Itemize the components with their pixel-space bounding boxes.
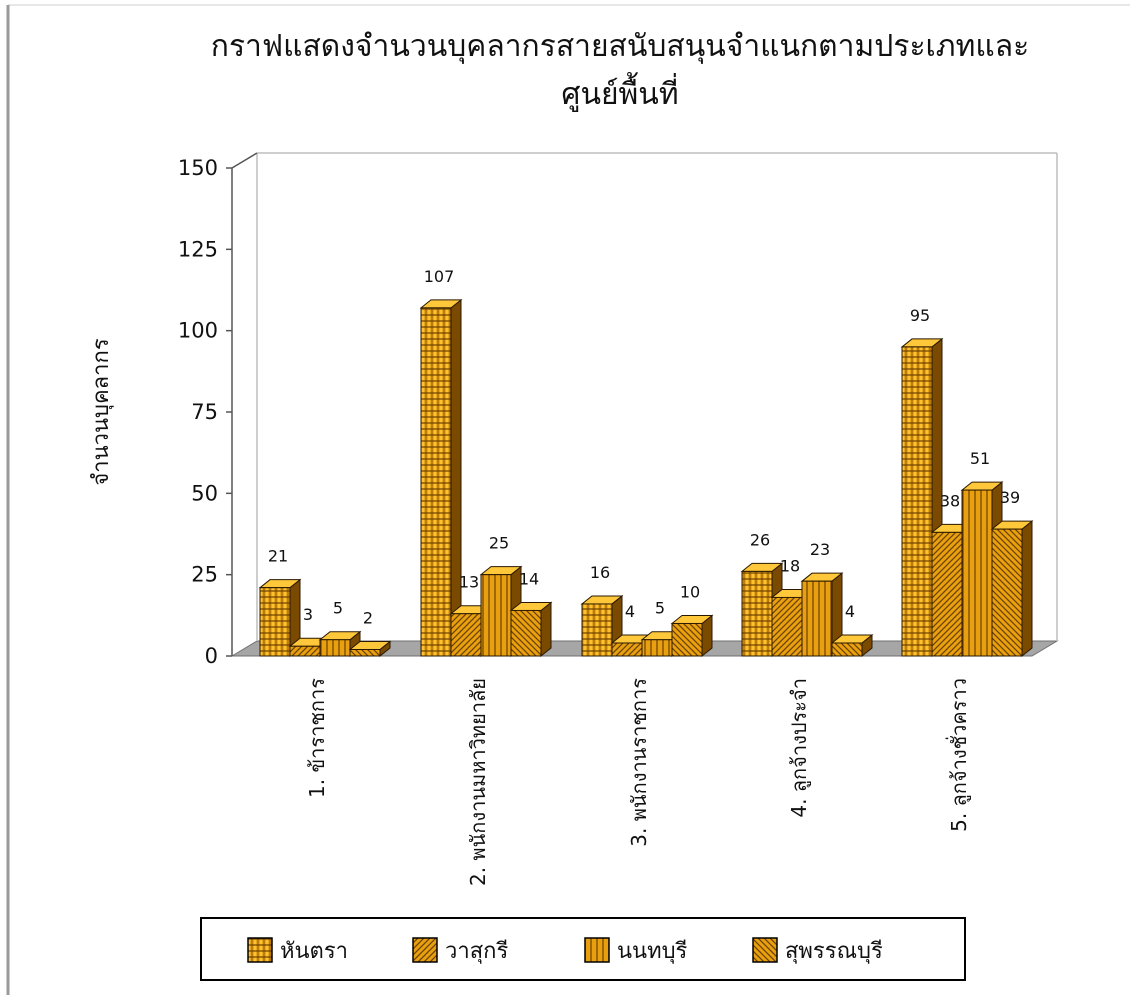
- data-label: 4: [845, 602, 855, 621]
- category-label: 3. พนักงานราชการ: [627, 678, 651, 847]
- data-label: 39: [1000, 488, 1020, 507]
- bar-front: [801, 580, 833, 657]
- category-label: 5. ลูกจ้างชั่วคราว: [945, 678, 972, 832]
- data-label: 38: [940, 491, 960, 510]
- y-axis-label: จำนวนบุคลากร: [89, 338, 114, 486]
- data-label: 3: [303, 605, 313, 624]
- legend: หันตรา วาสุกรี นนทบุรี สุพรรณบุรี: [200, 917, 966, 981]
- data-label: 25: [489, 534, 509, 553]
- bar: [509, 601, 553, 658]
- chart-title-line-1: กราฟแสดงจำนวนบุคลากรสายสนับสนุนจำแนกตามป…: [211, 29, 1029, 65]
- bar-front: [931, 531, 963, 657]
- bar-front: [991, 528, 1023, 657]
- data-label: 18: [780, 556, 800, 575]
- bar-front: [831, 642, 863, 657]
- bar-front: [671, 622, 703, 657]
- bar-front: [450, 613, 482, 657]
- bar-side: [450, 298, 462, 658]
- legend-swatch: [247, 937, 273, 963]
- y-axis: 0 25 50 75 100 125 150: [178, 152, 258, 668]
- bar-side: [540, 601, 552, 658]
- bar: [990, 520, 1034, 658]
- data-label: 13: [459, 573, 479, 592]
- bar-front: [581, 603, 613, 657]
- legend-swatch: [412, 937, 438, 963]
- y-tick-label: 75: [191, 400, 218, 424]
- data-label: 23: [810, 540, 830, 559]
- category-label: 1. ข้าราชการ: [305, 678, 329, 798]
- data-label: 107: [424, 267, 455, 286]
- bar: [258, 578, 302, 658]
- bar-front: [510, 609, 542, 657]
- bar-front: [319, 639, 351, 657]
- category-label: 2. พนักงานมหาวิทยาลัย: [466, 678, 490, 886]
- legend-swatch: [584, 937, 610, 963]
- category-label: 4. ลูกจ้างประจำ: [787, 678, 812, 818]
- y-tick-label: 0: [205, 644, 218, 668]
- bar-front: [289, 645, 321, 657]
- chart-title-line-2: ศูนย์พื้นที่: [561, 72, 678, 112]
- bar-front: [259, 587, 291, 657]
- y-tick-label: 100: [178, 319, 218, 343]
- bar: [419, 298, 463, 658]
- data-label: 16: [590, 563, 610, 582]
- data-label: 2: [363, 608, 373, 627]
- bar: [830, 633, 874, 658]
- bar-side: [1021, 520, 1033, 658]
- bar: [670, 614, 714, 658]
- data-label: 10: [680, 582, 700, 601]
- bar: [318, 630, 362, 658]
- bar-front: [420, 307, 452, 657]
- data-label: 26: [750, 530, 770, 549]
- data-label: 5: [333, 599, 343, 618]
- data-label: 4: [625, 602, 635, 621]
- bars: [258, 298, 1034, 658]
- data-label: 95: [910, 306, 930, 325]
- bar-front: [771, 596, 803, 657]
- bar-front: [480, 574, 512, 657]
- legend-swatch: [752, 937, 778, 963]
- y-axis-top-depth: [231, 152, 258, 169]
- y-tick-label: 150: [178, 156, 218, 180]
- bar-front: [349, 648, 381, 657]
- legend-box: [200, 917, 966, 981]
- legend-label: วาสุกรี: [445, 939, 508, 964]
- data-label: 5: [655, 599, 665, 618]
- bar-front: [901, 346, 933, 657]
- y-tick-label: 125: [178, 237, 218, 261]
- bar-front: [961, 489, 993, 657]
- data-label: 14: [519, 569, 539, 588]
- legend-label: หันตรา: [280, 939, 348, 964]
- bar-front: [641, 639, 673, 657]
- legend-label: สุพรรณบุรี: [785, 939, 883, 964]
- legend-label: นนทบุรี: [617, 939, 688, 964]
- data-labels: 21 3 5 2 107 13 25 14 16 4 5 10 26 18 23 4 95 38 51 39: [268, 267, 1020, 628]
- y-tick-label: 25: [191, 563, 218, 587]
- data-label: 51: [970, 449, 990, 468]
- bar: [348, 640, 392, 658]
- y-tick-label: 50: [191, 481, 218, 505]
- data-label: 21: [268, 547, 288, 566]
- bar-front: [741, 570, 773, 657]
- bar-front: [611, 642, 643, 657]
- x-axis-categories: 1. ข้าราชการ 2. พนักงานมหาวิทยาลัย 3. พนัก…: [305, 678, 972, 886]
